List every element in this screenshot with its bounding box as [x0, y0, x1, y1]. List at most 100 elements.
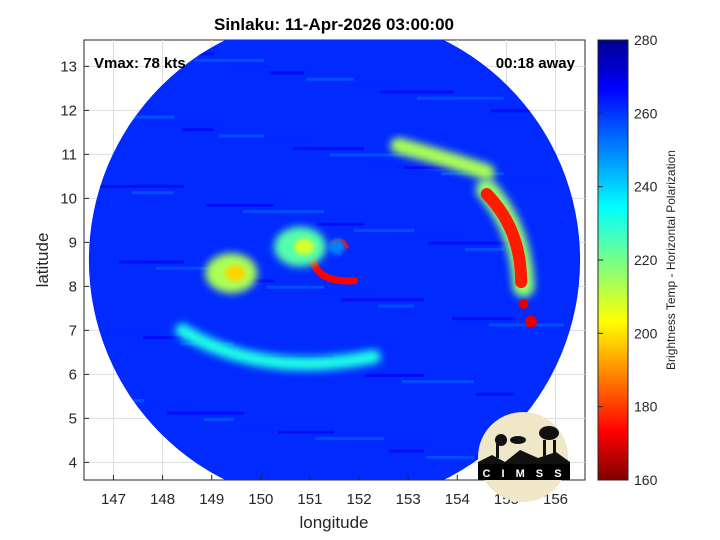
x-tick-label: 150 [248, 491, 273, 508]
scan-streak [454, 103, 494, 106]
scan-streak [278, 430, 334, 434]
scan-streak [328, 367, 374, 371]
feature-northern-arc [390, 137, 495, 180]
scan-streak [365, 373, 424, 377]
x-tick-label: 152 [347, 491, 372, 508]
feature-eye [328, 238, 345, 255]
y-tick-label: 10 [60, 190, 77, 207]
scan-streak [143, 336, 184, 340]
scan-streak [167, 411, 244, 415]
y-tick-label: 6 [69, 366, 77, 383]
colorbar-label: Brightness Temp - Horizontal Polarizatio… [664, 150, 678, 370]
scan-streak [232, 65, 314, 69]
y-tick-label: 4 [69, 454, 77, 471]
scan-streak [343, 84, 404, 88]
y-tick-label: 7 [69, 322, 77, 339]
scan-streak [341, 298, 424, 302]
scan-streak [315, 436, 384, 440]
x-tick-label: 153 [396, 491, 421, 508]
logo-text: C I M S S [482, 468, 565, 480]
scan-streak [293, 147, 364, 151]
y-tick-label: 11 [61, 146, 77, 163]
colorbar-tick-label: 180 [634, 399, 658, 415]
colorbar-tick-label: 240 [634, 179, 658, 195]
colorbar-tick-label: 160 [634, 472, 658, 488]
scan-streak [304, 292, 374, 295]
scan-streak [367, 159, 404, 163]
y-tick-label: 8 [69, 278, 77, 295]
y-tick-label: 5 [69, 410, 77, 427]
x-tick-label: 149 [199, 491, 224, 508]
scan-streak [391, 235, 464, 239]
scan-streak [402, 380, 474, 384]
scan-streak [330, 153, 414, 157]
scan-streak [491, 109, 544, 113]
vmax-annotation: Vmax: 78 kts [94, 55, 186, 72]
scan-streak [206, 203, 274, 207]
chart-title: Sinlaku: 11-Apr-2026 03:00:00 [214, 15, 454, 34]
scan-streak [306, 77, 354, 81]
scan-streak [169, 197, 224, 201]
scan-streak [352, 443, 434, 447]
scan-streak [417, 96, 504, 100]
scan-streak [380, 90, 454, 94]
scan-streak [156, 266, 234, 270]
feature-outer-rainband [475, 178, 535, 298]
scan-streak [241, 424, 284, 428]
scan-streak [452, 317, 514, 321]
scan-streak [119, 260, 184, 264]
scan-streak [280, 216, 314, 220]
scan-streak [465, 247, 504, 251]
scan-streak [439, 386, 524, 390]
scan-streak [389, 449, 424, 453]
colorbar-tick-label: 280 [634, 32, 658, 48]
colorbar-tick-label: 200 [634, 325, 658, 341]
scan-streak [204, 418, 234, 421]
scan-streak [145, 121, 224, 125]
scan-streak [130, 405, 194, 409]
feature-southern-spiral [175, 323, 381, 371]
feature-inner-band [274, 226, 327, 267]
scan-streak [219, 134, 264, 138]
scan-streak [243, 210, 324, 214]
y-axis: 4 5 6 7 8 9 10 11 12 13 [60, 58, 89, 471]
scan-streak [478, 178, 554, 182]
scan-streak [132, 191, 174, 195]
feature-rainband-tip [518, 299, 537, 328]
scan-streak [354, 229, 414, 232]
y-tick-label: 9 [69, 234, 77, 251]
scan-streak [95, 184, 184, 188]
scan-streak [378, 304, 414, 308]
scan-streak [182, 128, 214, 132]
scan-streak [476, 392, 514, 396]
scan-streak [195, 58, 264, 62]
y-axis-label: latitude [33, 233, 52, 288]
feature-western-band [205, 253, 258, 294]
x-tick-label: 156 [543, 491, 568, 508]
x-axis-label: longitude [299, 513, 368, 532]
x-axis: 147 148 149 150 151 152 153 154 155 156 [101, 475, 568, 508]
x-tick-label: 147 [101, 491, 126, 508]
colorbar-tick-label: 260 [634, 105, 658, 121]
scan-streak [404, 166, 454, 169]
scan-streak [217, 348, 284, 352]
scan-streak [269, 71, 304, 75]
scan-streak [415, 310, 464, 314]
scan-streak [426, 455, 474, 459]
x-tick-label: 148 [150, 491, 175, 508]
time-away-annotation: 00:18 away [496, 55, 576, 72]
scan-streak [106, 329, 194, 333]
colorbar-tick-label: 220 [634, 252, 658, 268]
colorbar-ticks: 160 180 200 220 240 260 280 [598, 32, 658, 488]
scan-streak [428, 241, 514, 245]
x-tick-label: 151 [297, 491, 322, 508]
scan-streak [267, 285, 324, 289]
y-tick-label: 12 [60, 102, 77, 119]
scan-streak [256, 140, 314, 144]
microwave-imagery [88, 40, 581, 480]
x-tick-label: 154 [445, 491, 470, 508]
cimss-logo: C I M S S [478, 412, 570, 502]
scan-streak [108, 115, 174, 119]
scan-streak [317, 222, 364, 226]
